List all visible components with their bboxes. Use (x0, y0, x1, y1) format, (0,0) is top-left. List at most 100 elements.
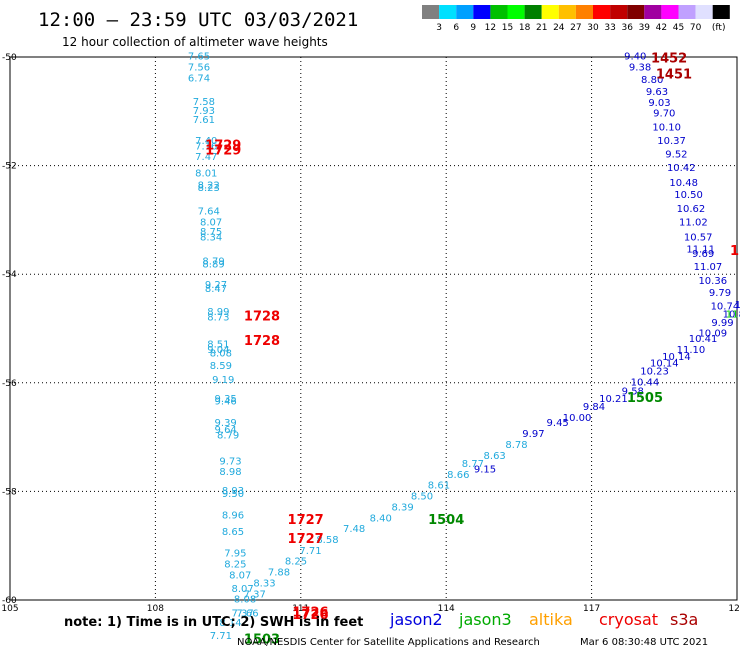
swh-value: 9.73 (219, 456, 241, 467)
scale-swatch (644, 5, 662, 19)
swh-value: 11.02 (679, 217, 708, 228)
swh-value: 7.65 (188, 52, 210, 63)
pass-time-label: 1728 (244, 334, 280, 349)
y-tick-label: -54 (2, 270, 17, 280)
map-grid (10, 57, 737, 600)
color-scale: 3 6 9 12 15 18 21 24 27 30 33 36 39 42 45 70 (ft) (422, 5, 730, 33)
swh-value: 7.56 (188, 63, 210, 74)
scale-swatch (712, 5, 730, 19)
chart-title: 12:00 – 23:59 UTC 03/03/2021 (38, 9, 358, 31)
swh-value: 9.63 (646, 87, 668, 98)
swh-value: 10.74 (711, 301, 740, 312)
swh-value: 7.16 (195, 141, 217, 152)
x-tick-label: 120 (728, 604, 740, 614)
swh-value: 7.71 (299, 546, 321, 557)
swh-value: 9.27 (205, 280, 227, 291)
legend-altika: altika (529, 610, 573, 629)
swh-value: 10.23 (640, 367, 669, 378)
scale-label: 18 (519, 23, 531, 33)
swh-value: 9.58 (622, 387, 644, 398)
swh-value: 9.38 (629, 63, 651, 74)
swh-value: 8.25 (285, 557, 307, 568)
pass-time-labels: 1729172917281728172717271726172614521451… (205, 51, 739, 647)
y-tick-label: -58 (2, 487, 17, 497)
swh-value: 8.08 (234, 595, 256, 606)
swh-value: 11 (726, 310, 739, 321)
scale-label: 9 (470, 23, 476, 33)
x-tick-label: 117 (583, 604, 600, 614)
swh-value: 8.78 (505, 440, 527, 451)
swh-value: 8.93 (222, 486, 244, 497)
swh-value: 9.70 (653, 109, 675, 120)
swh-value: 9.19 (212, 375, 234, 386)
scale-label: 24 (553, 23, 565, 33)
pass-time-label: 1729 (205, 144, 241, 159)
swh-value: 8.80 (641, 75, 663, 86)
swh-value: 8.23 (198, 183, 220, 194)
swh-value: 11.06 (735, 300, 740, 311)
swh-value: 8.77 (462, 459, 484, 470)
swh-value: 9.40 (624, 52, 646, 63)
swh-value: 9.45 (547, 418, 569, 429)
scale-label: 6 (453, 23, 459, 33)
swh-value: 7.37 (232, 608, 254, 619)
scale-swatch (558, 5, 576, 19)
swh-value: 8.98 (219, 467, 241, 478)
swh-value: 11.11 (686, 244, 715, 255)
footer-note: note: 1) Time is in UTC; 2) SWH is in fe… (64, 615, 363, 630)
swh-value: 10.00 (563, 413, 592, 424)
y-tick-label: -50 (2, 53, 17, 63)
swh-value: 9.03 (648, 98, 670, 109)
swh-value: 8.40 (370, 513, 392, 524)
chart-subtitle: 12 hour collection of altimeter wave hei… (62, 35, 328, 49)
swh-value: 10.42 (667, 163, 696, 174)
swh-value: 8.51 (207, 340, 229, 351)
swh-value: 7.95 (224, 549, 246, 560)
swh-value: 6.74 (188, 73, 210, 84)
swh-value: 9.15 (474, 464, 496, 475)
swh-value: 8.61 (428, 481, 450, 492)
swh-value: 7.93 (193, 106, 215, 117)
pass-time-label: 1727 (288, 513, 324, 528)
swh-value: 8.33 (253, 578, 275, 589)
legend-jason2: jason2 (389, 610, 443, 629)
legend-jason3: jason3 (458, 610, 512, 629)
scale-label: 30 (587, 23, 599, 33)
swh-value: 10.83 (723, 310, 740, 321)
swh-value: 7.37 (244, 589, 266, 600)
y-tick-label: -60 (2, 596, 17, 606)
scale-swatch (490, 5, 508, 19)
scale-swatch (575, 5, 593, 19)
pass-time-label: 1727 (288, 532, 324, 547)
swh-value: 8.50 (411, 492, 433, 503)
swh-value: 9.97 (522, 429, 544, 440)
scale-swatch (610, 5, 628, 19)
swh-value: 9.84 (583, 402, 605, 413)
swh-value: 8.25 (224, 559, 246, 570)
swh-value: 8.99 (207, 307, 229, 318)
scale-swatch (678, 5, 696, 19)
scale-swatch (695, 5, 713, 19)
footer-timestamp: Mar 6 08:30:48 UTC 2021 (580, 637, 708, 648)
swh-value: 9.69 (692, 249, 714, 260)
swh-value: 8.07 (229, 570, 251, 581)
scale-swatch (661, 5, 679, 19)
pass-time-label: 1452 (651, 51, 687, 66)
swh-value: 8.79 (217, 431, 239, 442)
swh-value: 8.14 (219, 618, 241, 629)
swh-value: 8.58 (316, 535, 338, 546)
scale-swatch (439, 5, 457, 19)
swh-value: 8.07 (232, 584, 254, 595)
satellite-legend: jason2 jason3 altika cryosat s3a (389, 610, 698, 629)
swh-value: 9.64 (215, 425, 237, 436)
scale-label: 12 (485, 23, 496, 33)
swh-value: 11.10 (677, 345, 706, 356)
scale-unit: (ft) (712, 23, 726, 33)
scale-swatch (473, 5, 491, 19)
swh-value: 8.79 (202, 256, 224, 267)
pass-time-label: 1504 (428, 513, 464, 528)
swh-value: 10.37 (657, 136, 686, 147)
scale-label: 15 (502, 23, 513, 33)
y-tick-label: -52 (2, 162, 17, 172)
